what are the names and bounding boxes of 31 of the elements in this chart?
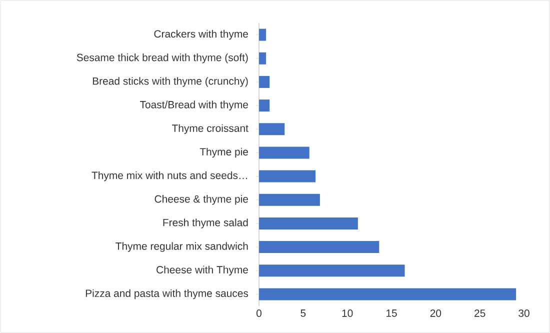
- bar: [259, 28, 266, 41]
- y-tick-label: Fresh thyme salad: [163, 218, 248, 228]
- bar: [259, 217, 358, 230]
- x-tick-label: 25: [474, 310, 486, 317]
- y-tick-label: Crackers with thyme: [154, 30, 248, 40]
- bar: [259, 146, 310, 159]
- x-tick-label: 20: [430, 310, 442, 317]
- y-tick-label: Bread sticks with thyme (crunchy): [92, 77, 248, 87]
- y-tick-label: Cheese & thyme pie: [154, 195, 248, 205]
- y-tick-label: Toast/Bread with thyme: [140, 100, 248, 110]
- bar: [259, 100, 270, 112]
- bar: [259, 170, 316, 182]
- bar: [259, 76, 270, 88]
- x-tick-label: 15: [386, 310, 397, 317]
- y-tick-label: Sesame thick bread with thyme (soft): [76, 54, 248, 64]
- x-tick-label: 0: [256, 310, 262, 317]
- y-tick-label: Thyme mix with nuts and seeds…: [92, 171, 248, 182]
- bar: [259, 241, 380, 254]
- y-tick-label: Thyme regular mix sandwich: [116, 242, 248, 252]
- y-tick-label: Pizza and pasta with thyme sauces: [86, 289, 248, 300]
- bar: [259, 194, 320, 206]
- bar: [259, 123, 285, 136]
- y-tick-label: Thyme croissant: [172, 124, 248, 134]
- x-tick-label: 30: [518, 310, 530, 317]
- y-tick-label: Cheese with Thyme: [156, 266, 248, 276]
- x-tick-label: 5: [300, 310, 306, 317]
- bar: [259, 52, 266, 64]
- bar: [259, 288, 516, 300]
- x-tick-label: 10: [342, 310, 353, 317]
- y-tick-label: Thyme pie: [200, 148, 248, 158]
- bar: [259, 264, 405, 277]
